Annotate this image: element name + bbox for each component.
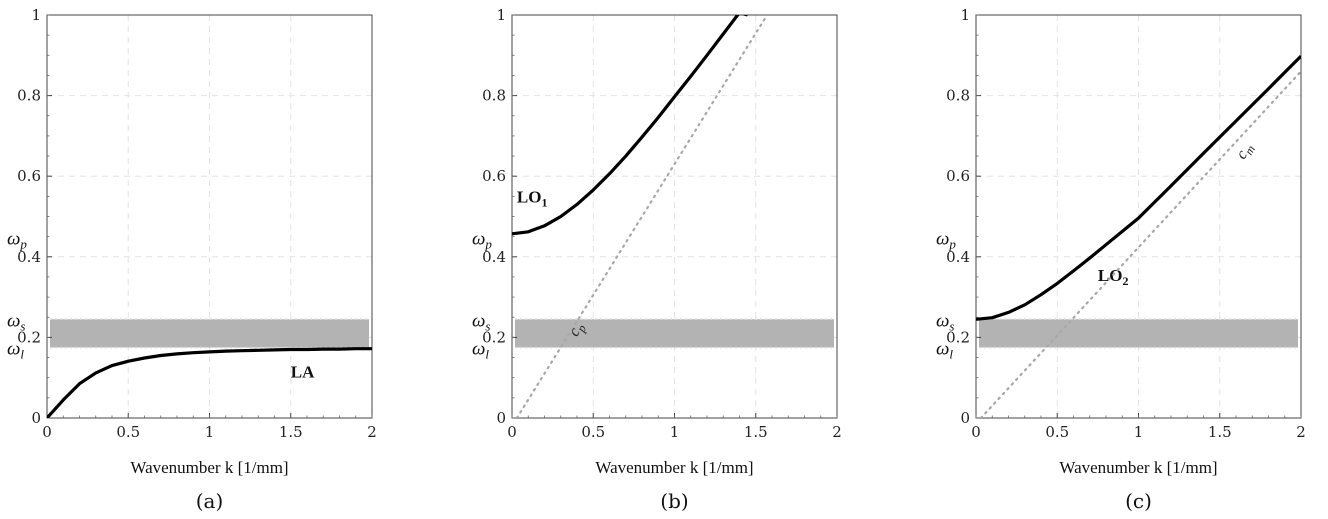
band-label-lower-sub: l <box>485 346 489 361</box>
band-label-upper: ωs <box>936 310 954 333</box>
y-tick-label: 0.8 <box>17 87 41 105</box>
omega-p-label-sub: p <box>19 237 27 252</box>
y-tick-label: 0.4 <box>946 248 970 266</box>
y-tick-label: 0 <box>496 409 506 427</box>
band-label-upper-sub: s <box>485 318 490 333</box>
series-line-LO2 <box>976 54 1301 321</box>
band-label-lower: ωl <box>936 338 953 361</box>
gap-band <box>979 319 1298 348</box>
band-label-lower: ωl <box>7 338 24 361</box>
x-axis-label: Wavenumber k [1/mm] <box>130 458 288 477</box>
band-label-upper: ωs <box>7 310 25 333</box>
y-tick-label: 1 <box>31 6 41 24</box>
x-tick-label: 0.5 <box>116 423 140 441</box>
y-tick-label: 0.8 <box>946 87 970 105</box>
chart-panel-3: 0 0.5 1 1.5 2 0 0.2 0.4 0.6 0.8 1 ωs ωl ωp LO2 cm Wavenu… <box>936 6 1306 513</box>
series-line-LA <box>47 347 372 418</box>
band-label-upper: ωs <box>472 310 490 333</box>
x-tick-label: 0 <box>971 423 981 441</box>
y-tick-label: 0.4 <box>482 248 506 266</box>
series-label-LA: LA <box>291 363 315 382</box>
omega-p-label: ωp <box>472 229 492 252</box>
x-tick-label: 1.5 <box>279 423 303 441</box>
series-label-sub: 1 <box>541 195 547 209</box>
x-tick-label: 0.5 <box>1045 423 1069 441</box>
y-tick-label: 0.2 <box>946 328 970 346</box>
series-label-LO2: LO2 <box>1098 266 1129 288</box>
omega-p-label-sub: p <box>484 237 492 252</box>
omega-p-label: ωp <box>936 229 956 252</box>
gap-band <box>50 319 369 348</box>
y-tick-label: 0.2 <box>17 328 41 346</box>
y-tick-label: 0.6 <box>946 167 970 185</box>
x-tick-label: 1 <box>205 423 215 441</box>
x-tick-label: 1 <box>1134 423 1144 441</box>
y-tick-label: 0 <box>31 409 41 427</box>
y-tick-label: 0.6 <box>17 167 41 185</box>
y-tick-label: 0.2 <box>482 328 506 346</box>
x-tick-label: 1.5 <box>1208 423 1232 441</box>
x-axis-label: Wavenumber k [1/mm] <box>1059 458 1217 477</box>
series-label-cm: cm <box>1233 140 1258 164</box>
chart-panel-2: 0 0.5 1 1.5 200.20.40.60.81ωsωlωpLO1cpWavenu… <box>472 6 842 513</box>
series-label-LO1: LO1 <box>517 187 548 209</box>
omega-p-label: ωp <box>7 229 27 252</box>
y-tick-label: 1 <box>960 6 970 24</box>
x-tick-label: 2 <box>832 423 842 441</box>
series-line-LO1 <box>512 15 748 236</box>
panel-label: (a) <box>196 489 224 513</box>
series-label-sub: m <box>1242 143 1259 158</box>
gap-band <box>515 319 834 348</box>
band-label-lower-sub: l <box>949 346 953 361</box>
y-tick-label: 1 <box>496 6 506 24</box>
y-tick-label: 0 <box>960 409 970 427</box>
omega-p-label-sub: p <box>948 237 956 252</box>
x-tick-label: 2 <box>367 423 377 441</box>
x-tick-label: 0.5 <box>581 423 605 441</box>
x-tick-label: 1.5 <box>744 423 768 441</box>
chart-panel-1: 0 0.5 1 1.5 2 0 0.2 0.4 0.6 0.8 1 ωs ωl ωp LA Wavenumbe… <box>7 6 377 513</box>
panel-label: (b) <box>660 489 688 513</box>
x-axis-label: Wavenumber k [1/mm] <box>595 458 753 477</box>
band-label-upper-sub: s <box>20 318 25 333</box>
x-tick-label: 0 <box>507 423 517 441</box>
x-tick-label: 0 <box>42 423 52 441</box>
series-line-cp <box>515 15 769 418</box>
x-tick-label: 2 <box>1296 423 1306 441</box>
band-label-lower-sub: l <box>20 346 24 361</box>
x-tick-label: 1 <box>670 423 680 441</box>
panel-label: (c) <box>1125 489 1152 513</box>
band-label-lower: ωl <box>472 338 489 361</box>
y-tick-label: 0.4 <box>17 248 41 266</box>
y-tick-label: 0.8 <box>482 87 506 105</box>
series-label-sub: 2 <box>1122 274 1128 288</box>
series-line-cm <box>979 70 1301 418</box>
band-label-upper-sub: s <box>949 318 954 333</box>
y-tick-label: 0.6 <box>482 167 506 185</box>
